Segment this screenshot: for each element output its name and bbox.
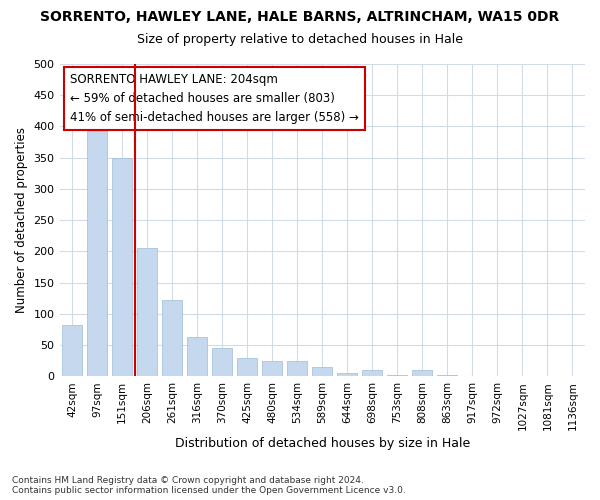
Text: Contains HM Land Registry data © Crown copyright and database right 2024.
Contai: Contains HM Land Registry data © Crown c… bbox=[12, 476, 406, 495]
Bar bbox=[337, 372, 358, 376]
Bar bbox=[262, 362, 282, 376]
X-axis label: Distribution of detached houses by size in Hale: Distribution of detached houses by size … bbox=[175, 437, 470, 450]
Bar bbox=[362, 370, 382, 376]
Text: Size of property relative to detached houses in Hale: Size of property relative to detached ho… bbox=[137, 32, 463, 46]
Bar bbox=[187, 337, 207, 376]
Text: SORRENTO HAWLEY LANE: 204sqm
← 59% of detached houses are smaller (803)
41% of s: SORRENTO HAWLEY LANE: 204sqm ← 59% of de… bbox=[70, 74, 359, 124]
Bar bbox=[62, 325, 82, 376]
Bar bbox=[388, 375, 407, 376]
Bar bbox=[212, 348, 232, 376]
Bar bbox=[437, 375, 457, 376]
Bar bbox=[287, 362, 307, 376]
Text: SORRENTO, HAWLEY LANE, HALE BARNS, ALTRINCHAM, WA15 0DR: SORRENTO, HAWLEY LANE, HALE BARNS, ALTRI… bbox=[40, 10, 560, 24]
Bar bbox=[137, 248, 157, 376]
Bar bbox=[412, 370, 433, 376]
Bar bbox=[237, 358, 257, 376]
Bar bbox=[112, 158, 132, 376]
Bar bbox=[87, 131, 107, 376]
Y-axis label: Number of detached properties: Number of detached properties bbox=[15, 127, 28, 313]
Bar bbox=[162, 300, 182, 376]
Bar bbox=[312, 367, 332, 376]
